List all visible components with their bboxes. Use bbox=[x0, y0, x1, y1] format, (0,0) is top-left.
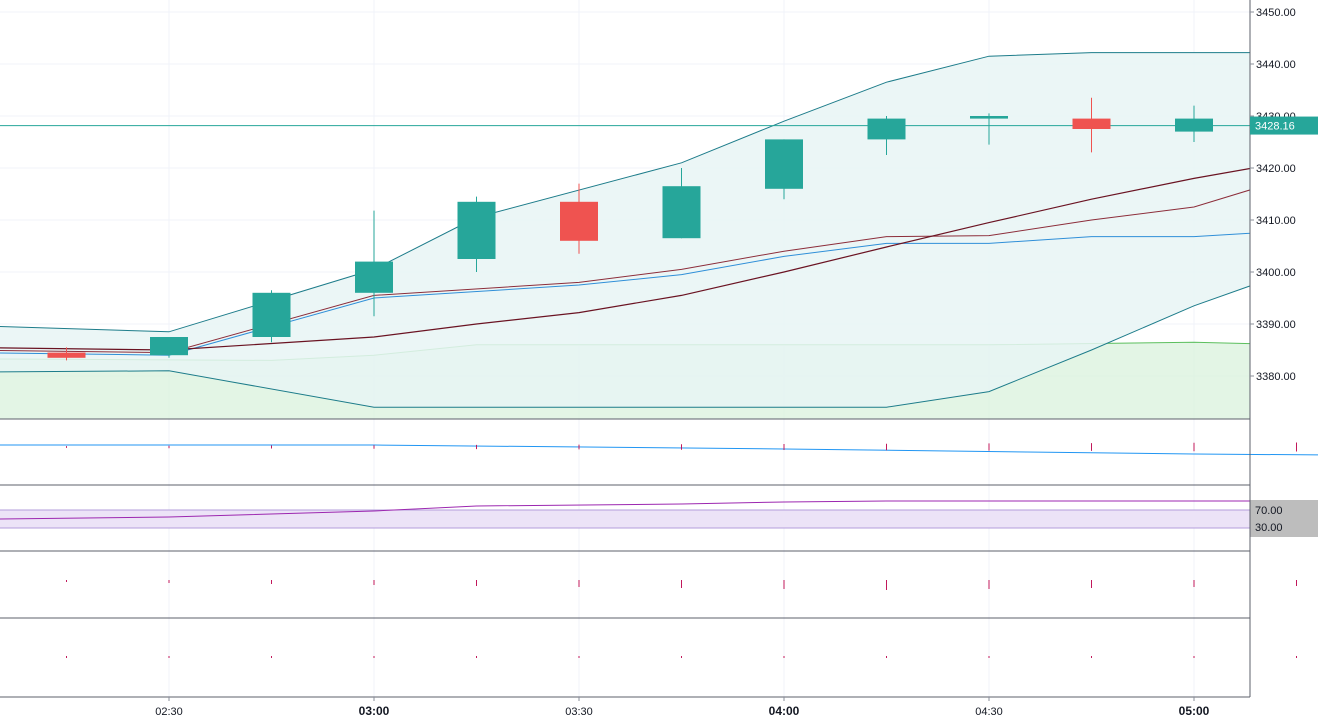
candle-bull bbox=[970, 116, 1008, 119]
candle-bear bbox=[560, 201, 598, 241]
y-tick-label: 3450.00 bbox=[1256, 7, 1296, 19]
candle-bull bbox=[150, 337, 188, 356]
bollinger-lower-line bbox=[0, 285, 1250, 408]
indicator-pane-4[interactable] bbox=[0, 656, 1318, 658]
rsi-level-badge bbox=[1250, 500, 1318, 537]
candle-bull bbox=[252, 292, 291, 337]
y-tick-label: 3420.00 bbox=[1256, 163, 1296, 175]
rsi-level-70-label: 70.00 bbox=[1255, 505, 1283, 517]
x-tick-label: 02:30 bbox=[155, 706, 183, 718]
x-tick-label: 05:00 bbox=[1179, 704, 1210, 718]
candle-bull bbox=[662, 186, 701, 239]
candle-bear bbox=[1072, 118, 1111, 129]
rsi-pane[interactable]: 70.00 30.00 bbox=[0, 500, 1318, 537]
candle-bull bbox=[457, 201, 496, 259]
y-tick-label: 3410.00 bbox=[1256, 215, 1296, 227]
x-tick-label: 03:30 bbox=[565, 706, 593, 718]
current-price-label: 3428.16 bbox=[1255, 121, 1295, 133]
x-tick-label: 03:00 bbox=[359, 704, 390, 718]
pane1-line bbox=[0, 444, 1318, 456]
current-price-badge bbox=[1250, 116, 1318, 135]
candle-bull bbox=[765, 139, 803, 189]
price-axis[interactable]: 3450.003440.003430.003420.003410.003400.… bbox=[1250, 7, 1318, 383]
y-tick-label: 3390.00 bbox=[1256, 319, 1296, 331]
time-axis[interactable]: 02:0002:3003:0003:3004:0004:3005:0005:30… bbox=[0, 697, 1318, 718]
ma-slow-line bbox=[0, 167, 1250, 351]
bollinger-fill bbox=[0, 52, 1250, 408]
candle-bull bbox=[1175, 118, 1213, 132]
y-tick-label: 3380.00 bbox=[1256, 371, 1296, 383]
indicator-pane-1[interactable] bbox=[0, 440, 1318, 457]
indicator-pane-3[interactable] bbox=[0, 580, 1318, 590]
bollinger-upper-line bbox=[0, 52, 1250, 333]
candle-bull bbox=[867, 118, 906, 140]
ma-fast-line bbox=[0, 189, 1250, 354]
rsi-line bbox=[0, 500, 1318, 520]
rsi-level-30-label: 30.00 bbox=[1255, 522, 1283, 534]
x-tick-label: 04:00 bbox=[769, 704, 800, 718]
ma-mid-line bbox=[0, 232, 1250, 356]
x-tick-label: 04:30 bbox=[975, 706, 1003, 718]
price-pane[interactable] bbox=[0, 28, 1318, 419]
y-tick-label: 3440.00 bbox=[1256, 59, 1296, 71]
candle-bear bbox=[47, 352, 86, 358]
candle-bull bbox=[355, 261, 393, 293]
y-tick-label: 3400.00 bbox=[1256, 267, 1296, 279]
rsi-band bbox=[0, 510, 1250, 528]
